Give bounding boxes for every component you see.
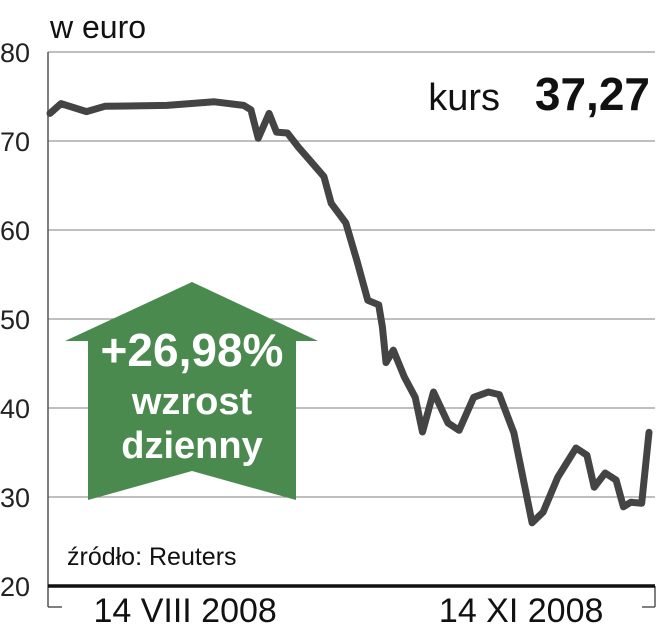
change-line2: dzienny: [121, 425, 262, 467]
unit-label: w euro: [49, 9, 146, 45]
y-tick-label: 70: [0, 127, 30, 157]
change-line1: wzrost: [131, 381, 253, 423]
y-tick-label: 60: [0, 216, 30, 246]
price-line: [46, 98, 653, 527]
x-tick-label: 14 VIII 2008: [93, 592, 276, 630]
up-arrow-badge: [65, 282, 318, 500]
y-tick-label: 50: [0, 305, 30, 335]
kurs-value: 37,27: [535, 68, 650, 120]
source-label: źródło: Reuters: [67, 543, 237, 571]
y-tick-label: 80: [0, 38, 30, 68]
kurs-label: kurs: [428, 77, 500, 119]
y-axis-ticks: 80 70 60 50 40 30 20: [0, 38, 30, 602]
y-tick-label: 30: [0, 483, 30, 513]
y-tick-label: 20: [0, 572, 30, 602]
x-axis-ticks: 14 VIII 2008 14 XI 2008: [93, 592, 603, 630]
x-tick-label: 14 XI 2008: [439, 592, 603, 630]
change-value: +26,98%: [101, 324, 284, 376]
y-tick-label: 40: [0, 394, 30, 424]
